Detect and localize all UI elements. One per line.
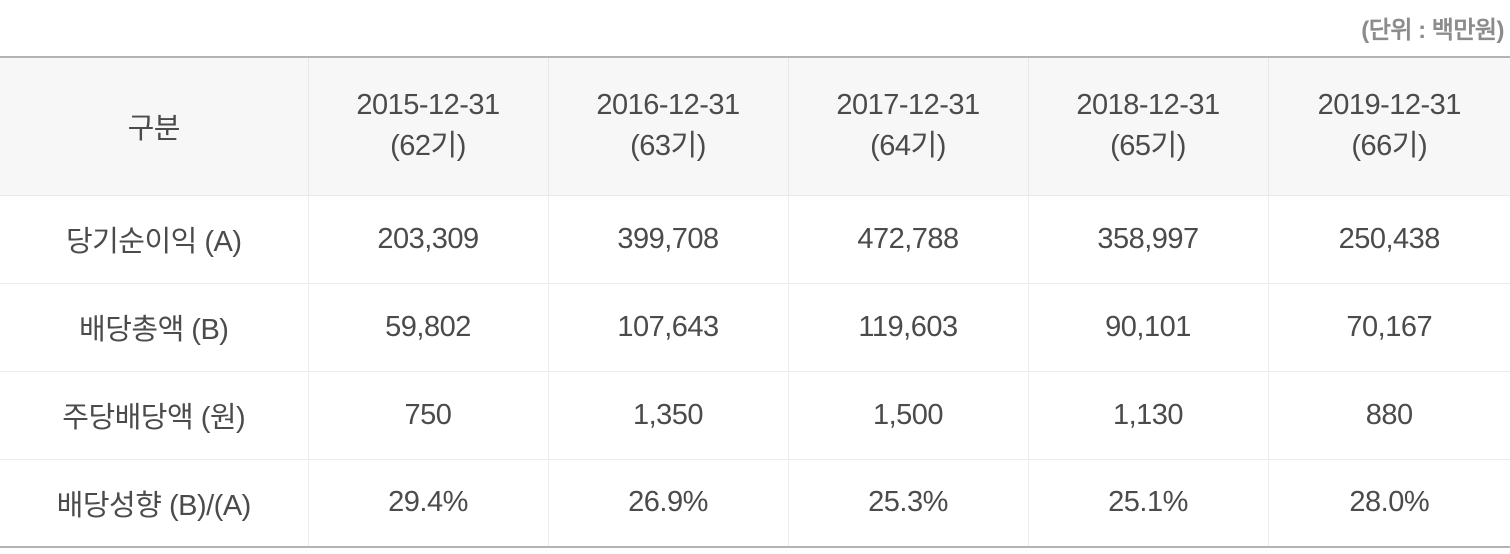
- cell-value: 25.1%: [1028, 459, 1269, 547]
- header-cell-period-2016: 2016-12-31 (63기): [548, 57, 789, 196]
- period-date: 2019-12-31: [1317, 89, 1462, 122]
- row-label: 당기순이익 (A): [0, 195, 309, 284]
- header-cell-period-2015: 2015-12-31 (62기): [308, 57, 549, 196]
- cell-value: 399,708: [548, 195, 789, 284]
- unit-note: (단위 : 백만원): [1361, 17, 1504, 44]
- row-label: 배당총액 (B): [0, 283, 309, 372]
- cell-value: 25.3%: [788, 459, 1029, 547]
- period-date: 2017-12-31: [836, 89, 980, 122]
- table-row-dividend-per-share: 주당배당액 (원) 750 1,350 1,500 1,130 880: [0, 371, 1510, 460]
- row-label: 배당성향 (B)/(A): [0, 459, 309, 547]
- header-cell-period-2017: 2017-12-31 (64기): [788, 57, 1029, 196]
- cell-value: 1,350: [548, 371, 789, 460]
- period-term: (62기): [390, 130, 466, 163]
- cell-value: 90,101: [1028, 283, 1269, 372]
- cell-value: 59,802: [308, 283, 549, 372]
- cell-value: 1,500: [788, 371, 1029, 460]
- cell-value: 880: [1268, 371, 1510, 460]
- period-term: (63기): [630, 130, 706, 163]
- table-row-total-dividend: 배당총액 (B) 59,802 107,643 119,603 90,101 7…: [0, 283, 1510, 372]
- cell-value: 750: [308, 371, 549, 460]
- cell-value: 29.4%: [308, 459, 549, 547]
- cell-value: 250,438: [1268, 195, 1510, 284]
- period-term: (65기): [1110, 130, 1186, 163]
- table-row-net-income: 당기순이익 (A) 203,309 399,708 472,788 358,99…: [0, 195, 1510, 284]
- cell-value: 28.0%: [1268, 459, 1510, 547]
- period-date: 2018-12-31: [1076, 89, 1220, 122]
- cell-value: 358,997: [1028, 195, 1269, 284]
- row-label: 주당배당액 (원): [0, 371, 309, 460]
- cell-value: 107,643: [548, 283, 789, 372]
- header-row: 구분 2015-12-31 (62기) 2016-12-31 (63기) 201…: [0, 57, 1510, 196]
- table-row-payout-ratio: 배당성향 (B)/(A) 29.4% 26.9% 25.3% 25.1% 28.…: [0, 459, 1510, 547]
- cell-value: 472,788: [788, 195, 1029, 284]
- period-date: 2015-12-31: [356, 89, 500, 122]
- period-date: 2016-12-31: [596, 89, 740, 122]
- period-term: (66기): [1351, 130, 1428, 163]
- table-body: 당기순이익 (A) 203,309 399,708 472,788 358,99…: [0, 195, 1510, 547]
- dividend-table: 구분 2015-12-31 (62기) 2016-12-31 (63기) 201…: [0, 56, 1510, 548]
- cell-value: 119,603: [788, 283, 1029, 372]
- header-cell-period-2018: 2018-12-31 (65기): [1028, 57, 1269, 196]
- header-cell-category: 구분: [0, 57, 309, 196]
- table-header: 구분 2015-12-31 (62기) 2016-12-31 (63기) 201…: [0, 57, 1510, 196]
- cell-value: 26.9%: [548, 459, 789, 547]
- cell-value: 70,167: [1268, 283, 1510, 372]
- header-cell-period-2019: 2019-12-31 (66기): [1268, 57, 1510, 196]
- cell-value: 203,309: [308, 195, 549, 284]
- cell-value: 1,130: [1028, 371, 1269, 460]
- period-term: (64기): [870, 130, 946, 163]
